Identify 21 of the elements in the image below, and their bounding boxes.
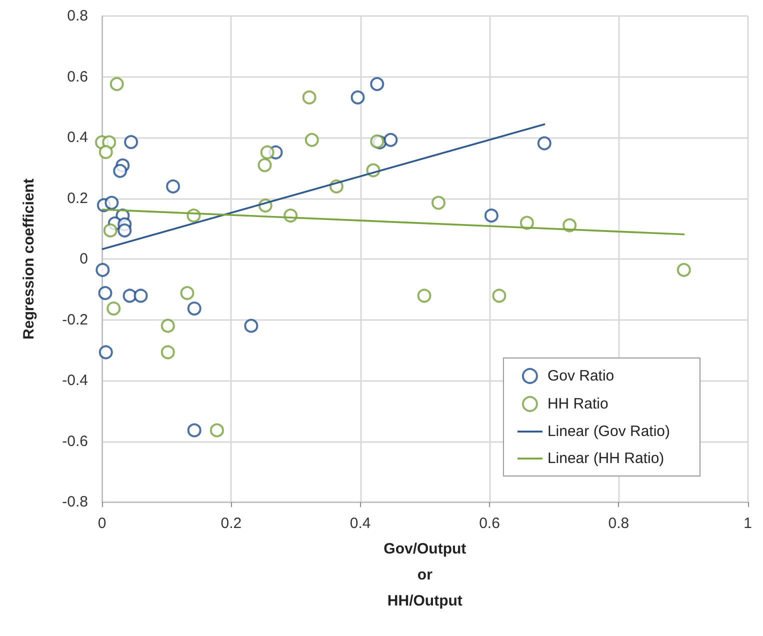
x-tick-label: 1 [744, 515, 752, 532]
y-axis-title: Regression coefficient [20, 178, 38, 340]
y-tick-label: -0.2 [62, 311, 88, 328]
legend-label: Gov Ratio [547, 368, 614, 384]
y-tick-label: -0.6 [62, 432, 88, 450]
legend-label: Linear (Gov Ratio) [547, 423, 670, 440]
y-tick-label: 0 [80, 250, 88, 268]
x-tick-label: 0.6 [479, 515, 500, 532]
x-tick-label: 0.4 [350, 515, 371, 532]
x-tick-label: 0.2 [220, 515, 242, 532]
y-tick-label: -0.8 [62, 494, 88, 510]
x-tick-label: 0 [98, 515, 106, 532]
x-tick-label: 0.8 [608, 515, 630, 532]
legend-label: HH Ratio [547, 396, 608, 412]
y-tick-label: -0.4 [62, 372, 88, 389]
x-axis-title: Gov/Output or HH/Output [384, 540, 466, 610]
y-tick-label: 0.2 [67, 190, 88, 207]
y-tick-label: 0.4 [67, 129, 88, 146]
y-tick-label: 0.8 [67, 8, 88, 24]
y-tick-label: 0.6 [67, 68, 88, 86]
legend-label: Linear (HH Ratio) [547, 450, 664, 467]
